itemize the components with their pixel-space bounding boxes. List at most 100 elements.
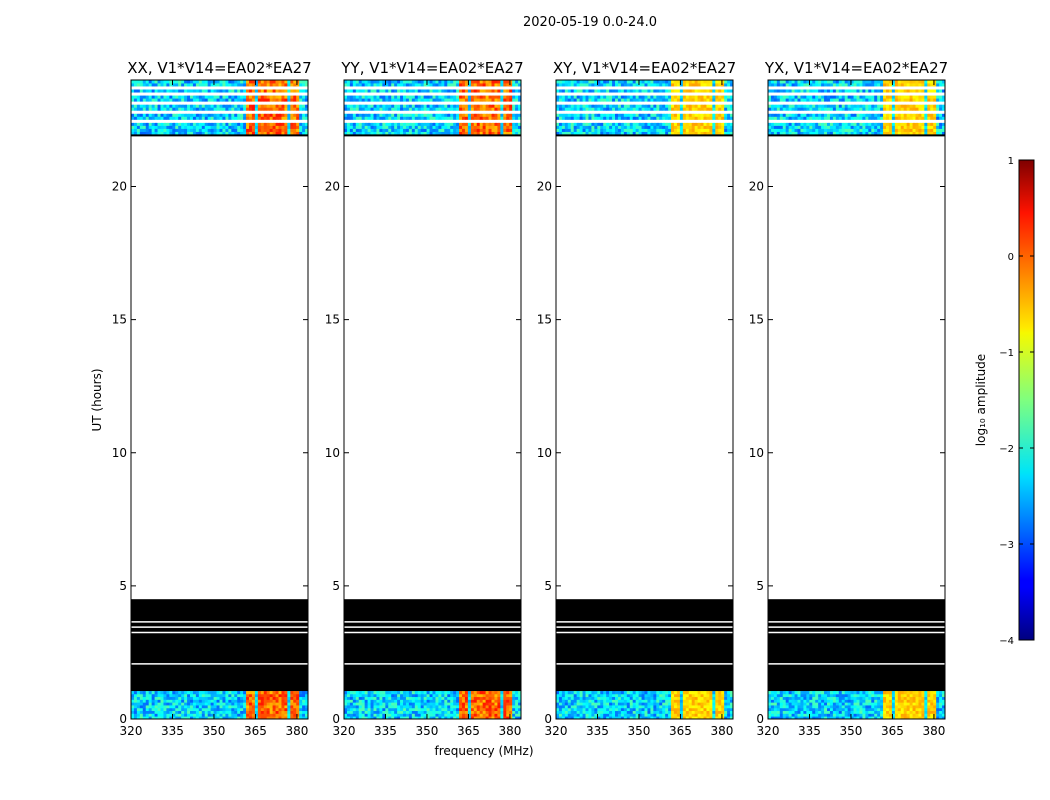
heatmap-cell: [459, 131, 463, 135]
heatmap-cell: [133, 98, 138, 102]
heatmap-cell: [579, 98, 583, 102]
heatmap-cell: [219, 122, 223, 126]
heatmap-cell: [682, 98, 687, 102]
heatmap-cell: [251, 710, 256, 714]
heatmap-cell: [263, 716, 268, 720]
heatmap-cell: [240, 705, 244, 709]
heatmap-cell: [414, 80, 419, 84]
heatmap-cell: [497, 110, 501, 114]
heatmap-cell: [606, 98, 610, 102]
heatmap-cell: [564, 86, 569, 90]
heatmap-cell: [379, 693, 383, 698]
heatmap-cell: [198, 110, 203, 114]
heatmap-cell: [435, 131, 439, 135]
heatmap-cell: [175, 95, 179, 99]
heatmap-cell: [456, 92, 460, 96]
heatmap-cell: [691, 116, 696, 120]
heatmap-cell: [278, 86, 282, 90]
heatmap-cell: [181, 107, 185, 111]
heatmap-cell: [576, 128, 580, 132]
heatmap-cell: [394, 107, 398, 111]
heatmap-cell: [671, 89, 675, 93]
heatmap-cell: [676, 113, 681, 117]
heatmap-cell: [408, 119, 413, 123]
heatmap-cell: [685, 125, 690, 129]
heatmap-cell: [509, 707, 513, 712]
heatmap-cell: [462, 122, 466, 126]
heatmap-cell: [467, 89, 472, 93]
heatmap-cell: [228, 119, 232, 123]
heatmap-cell: [266, 104, 271, 108]
heatmap-cell: [302, 707, 306, 712]
heatmap-cell: [222, 122, 226, 126]
heatmap-cell: [453, 707, 457, 712]
heatmap-cell: [355, 699, 360, 703]
heatmap-cell: [198, 696, 203, 700]
heatmap-cell: [249, 101, 253, 105]
heatmap-cell: [272, 710, 276, 714]
heatmap-cell: [376, 83, 380, 87]
heatmap-cell: [361, 92, 366, 96]
heatmap-cell: [293, 116, 297, 120]
heatmap-cell: [187, 713, 191, 717]
heatmap-cell: [358, 122, 363, 126]
heatmap-cell: [131, 705, 135, 709]
heatmap-cell: [249, 113, 253, 117]
heatmap-cell: [467, 107, 472, 111]
heatmap-cell: [464, 89, 469, 93]
heatmap-cell: [685, 131, 690, 135]
heatmap-cell: [234, 89, 238, 93]
heatmap-cell: [685, 693, 690, 698]
heatmap-cell: [346, 95, 351, 99]
heatmap-cell: [414, 707, 419, 712]
heatmap-cell: [617, 116, 622, 120]
heatmap-cell: [674, 702, 678, 706]
heatmap-cell: [145, 116, 150, 120]
heatmap-cell: [187, 101, 191, 105]
heatmap-cell: [367, 119, 371, 123]
heatmap-cell: [367, 713, 371, 717]
heatmap-cell: [718, 107, 722, 111]
heatmap-cell: [257, 707, 262, 712]
heatmap-cell: [148, 101, 153, 105]
heatmap-cell: [192, 128, 197, 132]
heatmap-cell: [506, 101, 510, 105]
heatmap-cell: [281, 702, 285, 706]
heatmap-cell: [302, 101, 306, 105]
heatmap-cell: [160, 101, 164, 105]
heatmap-cell: [151, 80, 155, 84]
heatmap-cell: [228, 122, 232, 126]
heatmap-cell: [163, 119, 167, 123]
heatmap-cell: [237, 101, 241, 105]
heatmap-cell: [685, 98, 690, 102]
heatmap-cell: [136, 691, 141, 695]
heatmap-cell: [488, 125, 492, 129]
heatmap-cell: [444, 131, 448, 135]
heatmap-cell: [724, 693, 728, 698]
heatmap-cell: [370, 89, 374, 93]
heatmap-cell: [172, 98, 176, 102]
heatmap-cell: [556, 710, 560, 714]
heatmap-cell: [201, 713, 206, 717]
heatmap-cell: [296, 122, 300, 126]
heatmap-cell: [635, 716, 639, 720]
heatmap-cell: [700, 101, 704, 105]
heatmap-cell: [269, 104, 273, 108]
heatmap-cell: [503, 710, 507, 714]
heatmap-cell: [272, 86, 276, 90]
heatmap-cell: [594, 699, 598, 703]
heatmap-cell: [632, 696, 637, 700]
heatmap-cell: [641, 710, 645, 714]
heatmap-cell: [361, 110, 366, 114]
heatmap-cell: [302, 131, 306, 135]
heatmap-cell: [638, 691, 642, 695]
heatmap-cell: [709, 101, 713, 105]
heatmap-cell: [411, 131, 416, 135]
heatmap-cell: [700, 691, 704, 695]
heatmap-cell: [632, 116, 637, 120]
heatmap-cell: [251, 104, 256, 108]
heatmap-cell: [453, 92, 457, 96]
heatmap-cell: [364, 86, 368, 90]
heatmap-cell: [500, 107, 504, 111]
heatmap-cell: [213, 128, 217, 132]
